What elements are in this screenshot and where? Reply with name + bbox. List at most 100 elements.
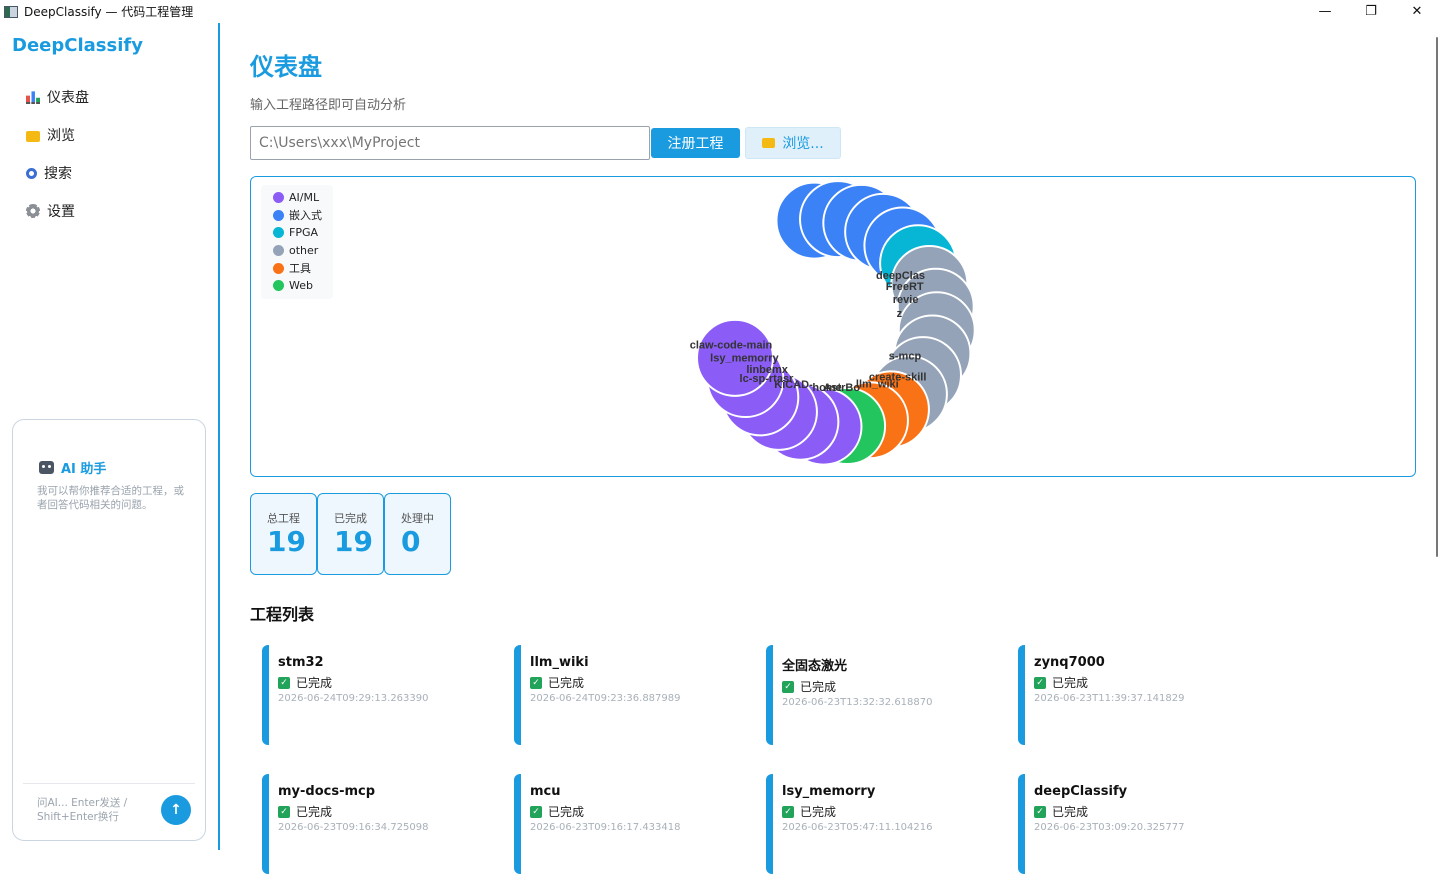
ai-title-text: AI 助手 xyxy=(61,462,107,477)
sidebar-item-label: 仪表盘 xyxy=(47,90,89,106)
legend-item[interactable]: FPGA xyxy=(273,224,333,242)
project-timestamp: 2026-06-23T03:09:20.325777 xyxy=(1034,822,1185,833)
stat-value: 19 xyxy=(334,525,373,558)
sidebar-item-browse[interactable]: 浏览 xyxy=(26,116,89,154)
status-text: 已完成 xyxy=(548,805,585,819)
legend-item[interactable]: Web xyxy=(273,277,333,295)
project-card[interactable]: mcu ✓ 已完成 2026-06-23T09:16:17.433418 xyxy=(514,774,744,874)
sidebar-item-dashboard[interactable]: 仪表盘 xyxy=(26,78,89,116)
scrollbar[interactable] xyxy=(1436,37,1438,557)
chart-node-label: s-mcp xyxy=(889,350,922,362)
legend-item[interactable]: AI/ML xyxy=(273,189,333,207)
project-path-input[interactable] xyxy=(250,126,650,160)
window-titlebar: DeepClassify — 代码工程管理 — ❐ ✕ xyxy=(0,0,1440,23)
sidebar: DeepClassify 仪表盘 浏览 搜索 设置 AI 助手 我可以帮你推荐合… xyxy=(0,23,220,850)
chart-node-label: lsy_memorry xyxy=(710,353,779,365)
chart-node-label: home xyxy=(812,382,841,394)
project-status: ✓ 已完成 xyxy=(782,803,996,820)
legend-label: AI/ML xyxy=(289,191,320,205)
legend-swatch xyxy=(273,227,284,239)
status-text: 已完成 xyxy=(1052,676,1089,690)
folder-icon xyxy=(26,130,40,142)
chart-node-label: llm_wiki xyxy=(856,378,899,390)
minimize-icon[interactable]: — xyxy=(1318,4,1332,19)
folder-icon xyxy=(762,138,776,148)
legend-swatch xyxy=(273,245,284,257)
status-text: 已完成 xyxy=(296,805,333,819)
project-card[interactable]: lsy_memorry ✓ 已完成 2026-06-23T05:47:11.10421… xyxy=(766,774,996,874)
gear-icon xyxy=(26,204,40,218)
project-name: llm_wiki xyxy=(530,655,589,670)
sidebar-item-label: 搜索 xyxy=(44,166,72,182)
page-subtitle: 输入工程路径即可自动分析 xyxy=(250,98,407,113)
project-card[interactable]: llm_wiki ✓ 已完成 2026-06-24T09:23:36.887989 xyxy=(514,645,744,745)
sidebar-item-label: 浏览 xyxy=(47,128,75,144)
stat-label: 总工程 xyxy=(267,512,300,525)
chart-node-label: claw-code-main xyxy=(690,340,773,352)
project-list-title: 工程列表 xyxy=(250,605,315,624)
project-card[interactable]: my-docs-mcp ✓ 已完成 2026-06-23T09:16:34.72509… xyxy=(262,774,492,874)
stats-row: 总工程 19 已完成 19 处理中 0 xyxy=(250,493,451,575)
sidebar-item-settings[interactable]: 设置 xyxy=(26,192,89,230)
project-name: my-docs-mcp xyxy=(278,784,376,799)
chart-node-label: create-skill xyxy=(869,372,926,384)
brand-title: DeepClassify xyxy=(12,35,143,56)
project-card[interactable]: zynq7000 ✓ 已完成 2026-06-23T11:39:37.141829 xyxy=(1018,645,1248,745)
chart-node[interactable] xyxy=(696,318,775,397)
legend-swatch xyxy=(273,262,284,274)
legend-swatch xyxy=(273,280,284,292)
check-icon: ✓ xyxy=(530,676,542,689)
app-icon xyxy=(4,5,18,18)
project-timestamp: 2026-06-24T09:23:36.887989 xyxy=(530,693,681,704)
project-timestamp: 2026-06-23T09:16:34.725098 xyxy=(278,822,429,833)
project-timestamp: 2026-06-23T11:39:37.141829 xyxy=(1034,693,1185,704)
legend-swatch xyxy=(273,209,284,221)
main-content: 仪表盘 输入工程路径即可自动分析 注册工程 浏览... deepClasFree… xyxy=(222,23,1440,874)
check-icon: ✓ xyxy=(278,805,290,818)
legend-label: 工具 xyxy=(289,262,311,276)
project-card[interactable]: deepClassify ✓ 已完成 2026-06-23T03:09:20.3257… xyxy=(1018,774,1248,874)
project-name: 全固态激光 xyxy=(782,659,848,674)
register-project-button[interactable]: 注册工程 xyxy=(651,128,740,158)
legend-label: FPGA xyxy=(289,226,319,240)
check-icon: ✓ xyxy=(278,676,290,689)
project-status: ✓ 已完成 xyxy=(1034,803,1248,820)
project-status: ✓ 已完成 xyxy=(530,674,744,691)
ai-assistant-title: AI 助手 xyxy=(39,458,106,477)
window-title: DeepClassify — 代码工程管理 xyxy=(24,5,194,19)
chart-node-label: lc-sp-rtasr_ xyxy=(740,373,801,385)
project-card[interactable]: stm32 ✓ 已完成 2026-06-24T09:29:13.263390 xyxy=(262,645,492,745)
legend-item[interactable]: 工具 xyxy=(273,259,333,277)
stat-processing: 处理中 0 xyxy=(384,493,451,575)
browse-button-label: 浏览... xyxy=(782,136,824,152)
close-icon[interactable]: ✕ xyxy=(1411,4,1423,19)
check-icon: ✓ xyxy=(782,805,794,818)
divider xyxy=(23,783,195,784)
sidebar-item-search[interactable]: 搜索 xyxy=(26,154,89,192)
chart-node-label: deepClas xyxy=(876,270,925,282)
legend-label: other xyxy=(289,244,319,258)
ai-description: 我可以帮你推荐合适的工程，或者回答代码相关的问题。 xyxy=(37,485,184,511)
legend-item[interactable]: other xyxy=(273,242,333,260)
chart-node-label: linbemx xyxy=(746,364,788,376)
robot-icon xyxy=(39,461,54,474)
project-status: ✓ 已完成 xyxy=(782,678,996,695)
chart-node-label: FreeRT xyxy=(886,281,924,293)
sidebar-nav: 仪表盘 浏览 搜索 设置 xyxy=(26,78,89,230)
legend-label: Web xyxy=(289,279,313,293)
restore-icon[interactable]: ❐ xyxy=(1365,4,1377,19)
legend-item[interactable]: 嵌入式 xyxy=(273,207,333,225)
chart-node-label: revie xyxy=(893,294,919,306)
send-button[interactable]: ↑ xyxy=(161,795,191,825)
ai-chat-input[interactable]: 问AI... Enter发送 / Shift+Enter换行 xyxy=(37,797,128,823)
project-status: ✓ 已完成 xyxy=(1034,674,1248,691)
project-card[interactable]: 全固态激光 ✓ 已完成 2026-06-23T13:32:32.618870 xyxy=(766,645,996,745)
check-icon: ✓ xyxy=(1034,805,1046,818)
project-timestamp: 2026-06-23T13:32:32.618870 xyxy=(782,697,933,708)
browse-button[interactable]: 浏览... xyxy=(745,127,841,159)
status-text: 已完成 xyxy=(800,680,837,694)
status-text: 已完成 xyxy=(296,676,333,690)
category-chart: deepClas FreeRT revie z s-mcp create-skill llm… xyxy=(250,176,1416,477)
chart-node-label: z xyxy=(897,308,903,320)
